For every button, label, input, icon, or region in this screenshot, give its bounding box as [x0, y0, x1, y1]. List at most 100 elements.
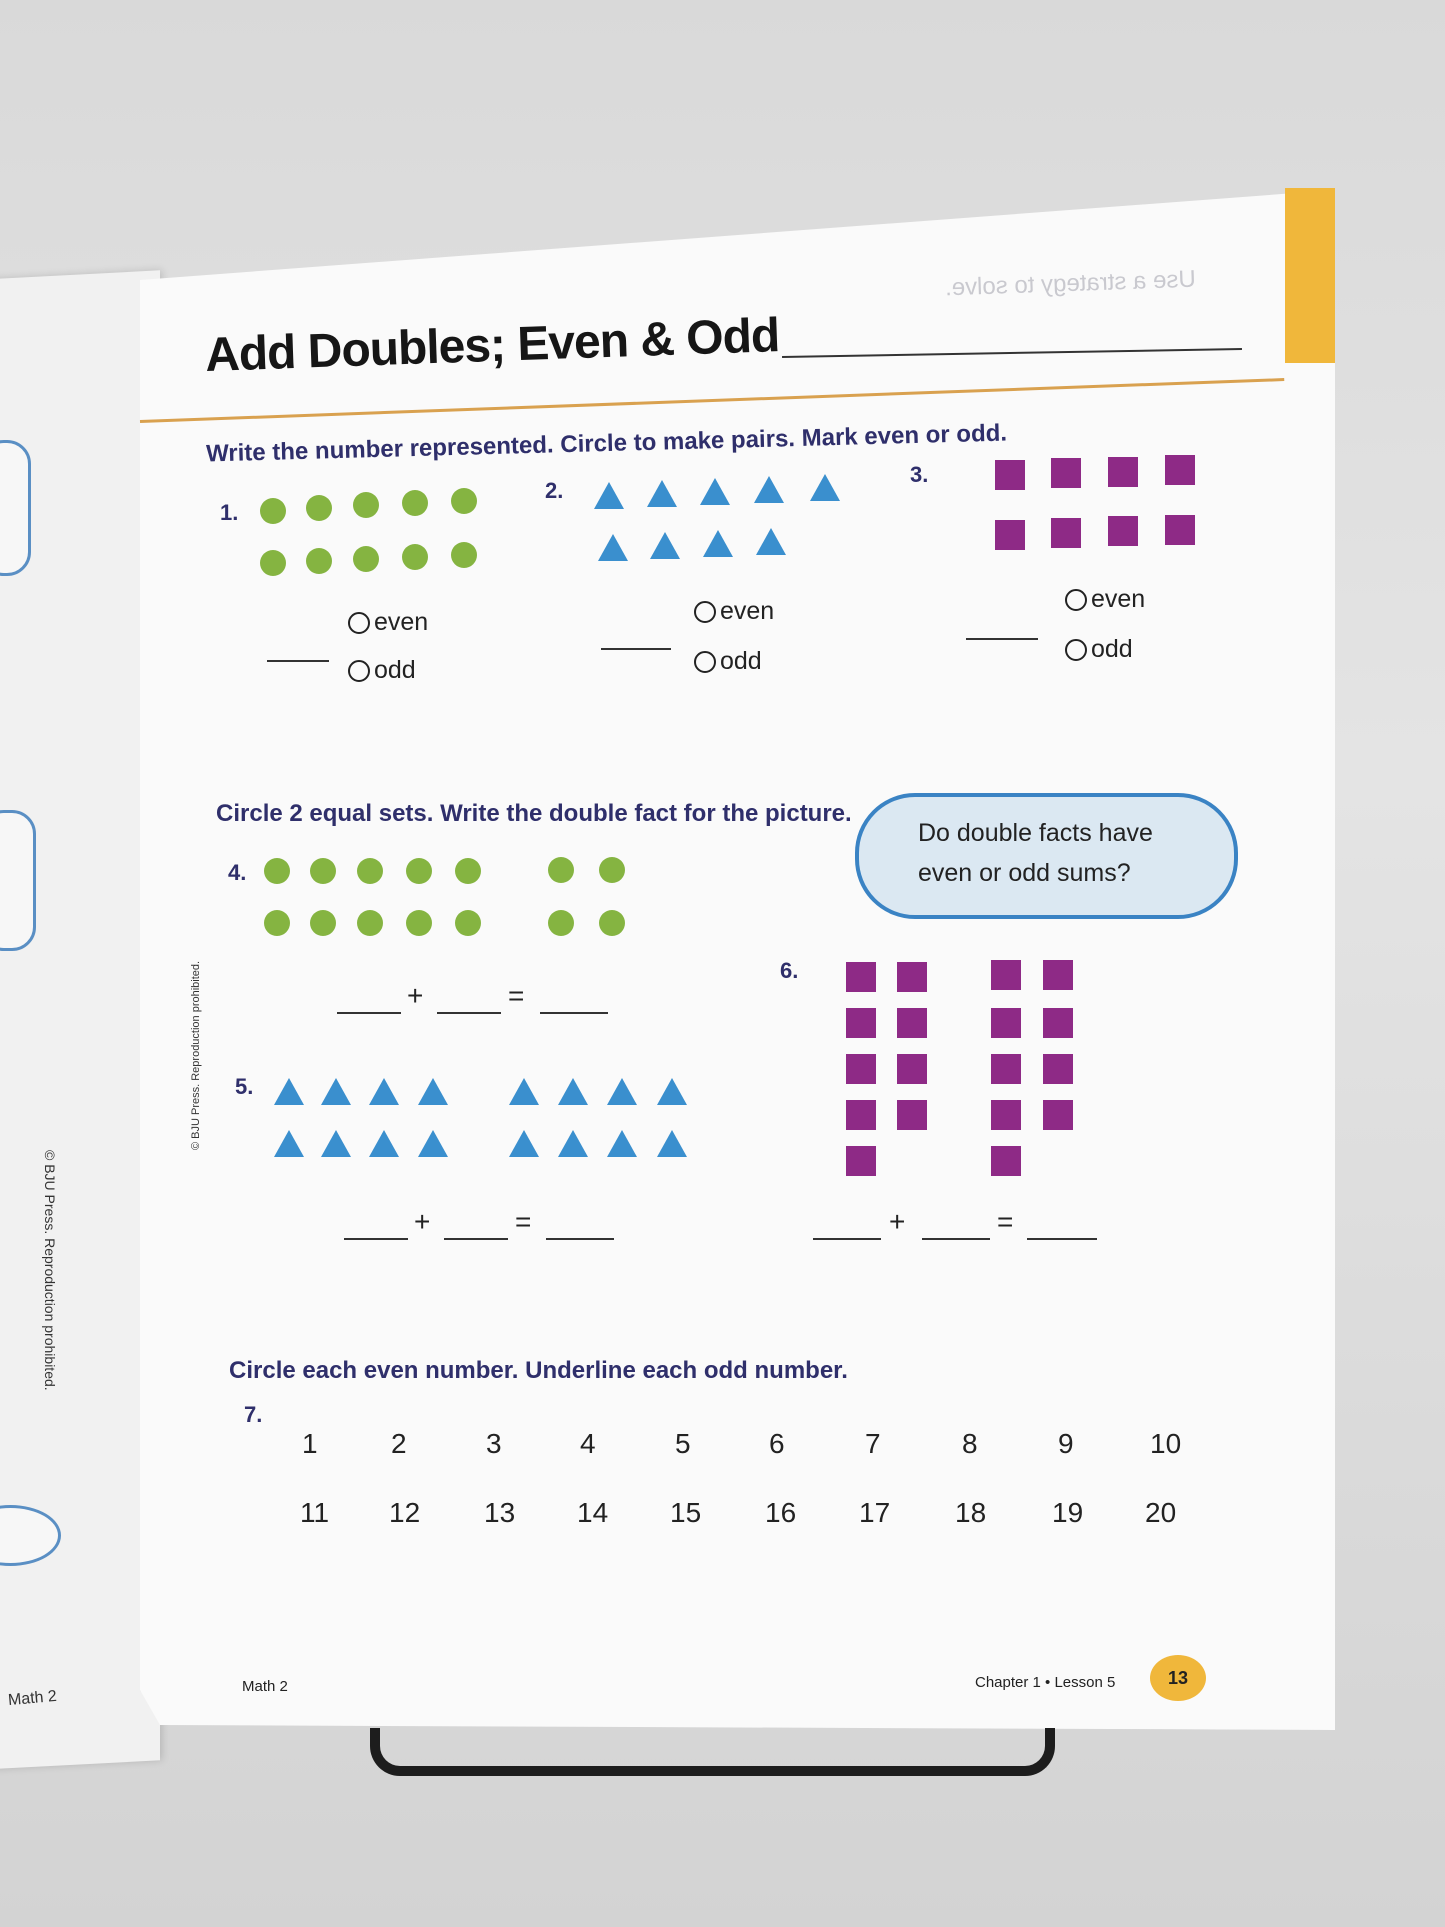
- page-tab: [1285, 188, 1335, 363]
- equals-sign: =: [508, 980, 525, 1011]
- radio-circle-icon: [348, 611, 370, 634]
- number-item[interactable]: 15: [670, 1497, 702, 1528]
- footer-chapter-lesson: Chapter 1 • Lesson 5: [975, 1674, 1116, 1691]
- blue-triangle: [274, 1078, 304, 1105]
- purple-square: [1108, 457, 1138, 487]
- purple-square: [897, 1008, 927, 1038]
- problem-1-number: 1.: [220, 500, 239, 525]
- problem-3-even-option[interactable]: even: [1065, 585, 1145, 614]
- purple-square: [995, 460, 1025, 490]
- number-item[interactable]: 9: [1058, 1428, 1074, 1459]
- blue-triangle: [657, 1078, 687, 1105]
- number-item[interactable]: 14: [577, 1497, 609, 1528]
- addend-blank[interactable]: [922, 1238, 990, 1240]
- purple-square: [991, 1054, 1021, 1084]
- green-dot: [548, 857, 574, 883]
- green-dot: [310, 910, 336, 936]
- sum-blank[interactable]: [540, 1012, 608, 1014]
- blue-triangle: [598, 534, 628, 561]
- problem-3-answer-blank[interactable]: [966, 638, 1038, 640]
- problem-2-even-option[interactable]: even: [694, 597, 774, 626]
- number-item[interactable]: 6: [769, 1428, 785, 1459]
- book-stand: [370, 1728, 1055, 1776]
- number-item[interactable]: 1: [302, 1428, 318, 1459]
- purple-square: [1165, 455, 1195, 485]
- number-item[interactable]: 12: [389, 1497, 421, 1528]
- problem-2-answer-blank[interactable]: [601, 648, 671, 650]
- plus-sign: +: [889, 1206, 906, 1237]
- addend-blank[interactable]: [337, 1012, 401, 1014]
- blue-triangle: [321, 1078, 351, 1105]
- radio-circle-icon: [694, 650, 716, 673]
- green-dot: [451, 488, 477, 514]
- problem-1-odd-option[interactable]: odd: [348, 656, 416, 685]
- purple-square: [897, 1054, 927, 1084]
- green-dot: [260, 550, 286, 576]
- purple-square: [1043, 1008, 1073, 1038]
- purple-square: [846, 1146, 876, 1176]
- number-item[interactable]: 20: [1145, 1497, 1177, 1528]
- number-item[interactable]: 19: [1052, 1497, 1084, 1528]
- blue-triangle: [756, 528, 786, 555]
- purple-square: [995, 520, 1025, 550]
- number-item[interactable]: 13: [484, 1497, 516, 1528]
- number-item[interactable]: 5: [675, 1428, 691, 1459]
- green-dot: [599, 857, 625, 883]
- sum-blank[interactable]: [1027, 1238, 1097, 1240]
- green-dot: [357, 910, 383, 936]
- number-item[interactable]: 4: [580, 1428, 596, 1459]
- addend-blank[interactable]: [444, 1238, 508, 1240]
- number-item[interactable]: 16: [765, 1497, 797, 1528]
- number-item[interactable]: 2: [391, 1428, 407, 1459]
- radio-circle-icon: [1065, 638, 1087, 661]
- green-dot: [402, 490, 428, 516]
- purple-square: [1165, 515, 1195, 545]
- problem-3-number: 3.: [910, 462, 929, 487]
- equals-sign: =: [515, 1206, 532, 1237]
- problem-1-even-option[interactable]: even: [348, 608, 428, 637]
- blue-triangle: [810, 474, 840, 501]
- addend-blank[interactable]: [437, 1012, 501, 1014]
- blue-triangle: [594, 482, 624, 509]
- green-dot: [357, 858, 383, 884]
- green-dot: [402, 544, 428, 570]
- blue-triangle: [418, 1130, 448, 1157]
- radio-circle-icon: [694, 600, 716, 623]
- radio-circle-icon: [1065, 588, 1087, 611]
- number-item[interactable]: 8: [962, 1428, 978, 1459]
- number-item[interactable]: 7: [865, 1428, 881, 1459]
- side-copyright: © BJU Press. Reproduction prohibited.: [190, 960, 202, 1150]
- radio-circle-icon: [348, 659, 370, 682]
- blue-triangle: [369, 1130, 399, 1157]
- thinking-cloud: [855, 793, 1238, 919]
- problem-3-odd-option[interactable]: odd: [1065, 635, 1133, 664]
- number-item[interactable]: 18: [955, 1497, 987, 1528]
- blue-triangle: [607, 1078, 637, 1105]
- number-item[interactable]: 17: [859, 1497, 891, 1528]
- blue-triangle: [274, 1130, 304, 1157]
- addend-blank[interactable]: [344, 1238, 408, 1240]
- problem-6-number: 6.: [780, 958, 799, 983]
- problem-4-number: 4.: [228, 860, 247, 885]
- purple-square: [1108, 516, 1138, 546]
- green-dot: [455, 910, 481, 936]
- problem-2-number: 2.: [545, 478, 564, 503]
- green-dot: [599, 910, 625, 936]
- purple-square: [1051, 458, 1081, 488]
- number-item[interactable]: 10: [1150, 1428, 1182, 1459]
- purple-square: [991, 1100, 1021, 1130]
- number-item[interactable]: 3: [486, 1428, 502, 1459]
- purple-square: [991, 1008, 1021, 1038]
- purple-square: [846, 1100, 876, 1130]
- problem-1-answer-blank[interactable]: [267, 660, 329, 662]
- addend-blank[interactable]: [813, 1238, 881, 1240]
- left-copyright: © BJU Press. Reproduction prohibited.: [42, 1150, 58, 1391]
- sum-blank[interactable]: [546, 1238, 614, 1240]
- number-item[interactable]: 11: [300, 1497, 330, 1528]
- blue-triangle: [657, 1130, 687, 1157]
- cloud-question: Do double facts have even or odd sums?: [918, 819, 1153, 887]
- left-page-bubble: [0, 440, 31, 576]
- problem-2-odd-option[interactable]: odd: [694, 647, 762, 676]
- blue-triangle: [607, 1130, 637, 1157]
